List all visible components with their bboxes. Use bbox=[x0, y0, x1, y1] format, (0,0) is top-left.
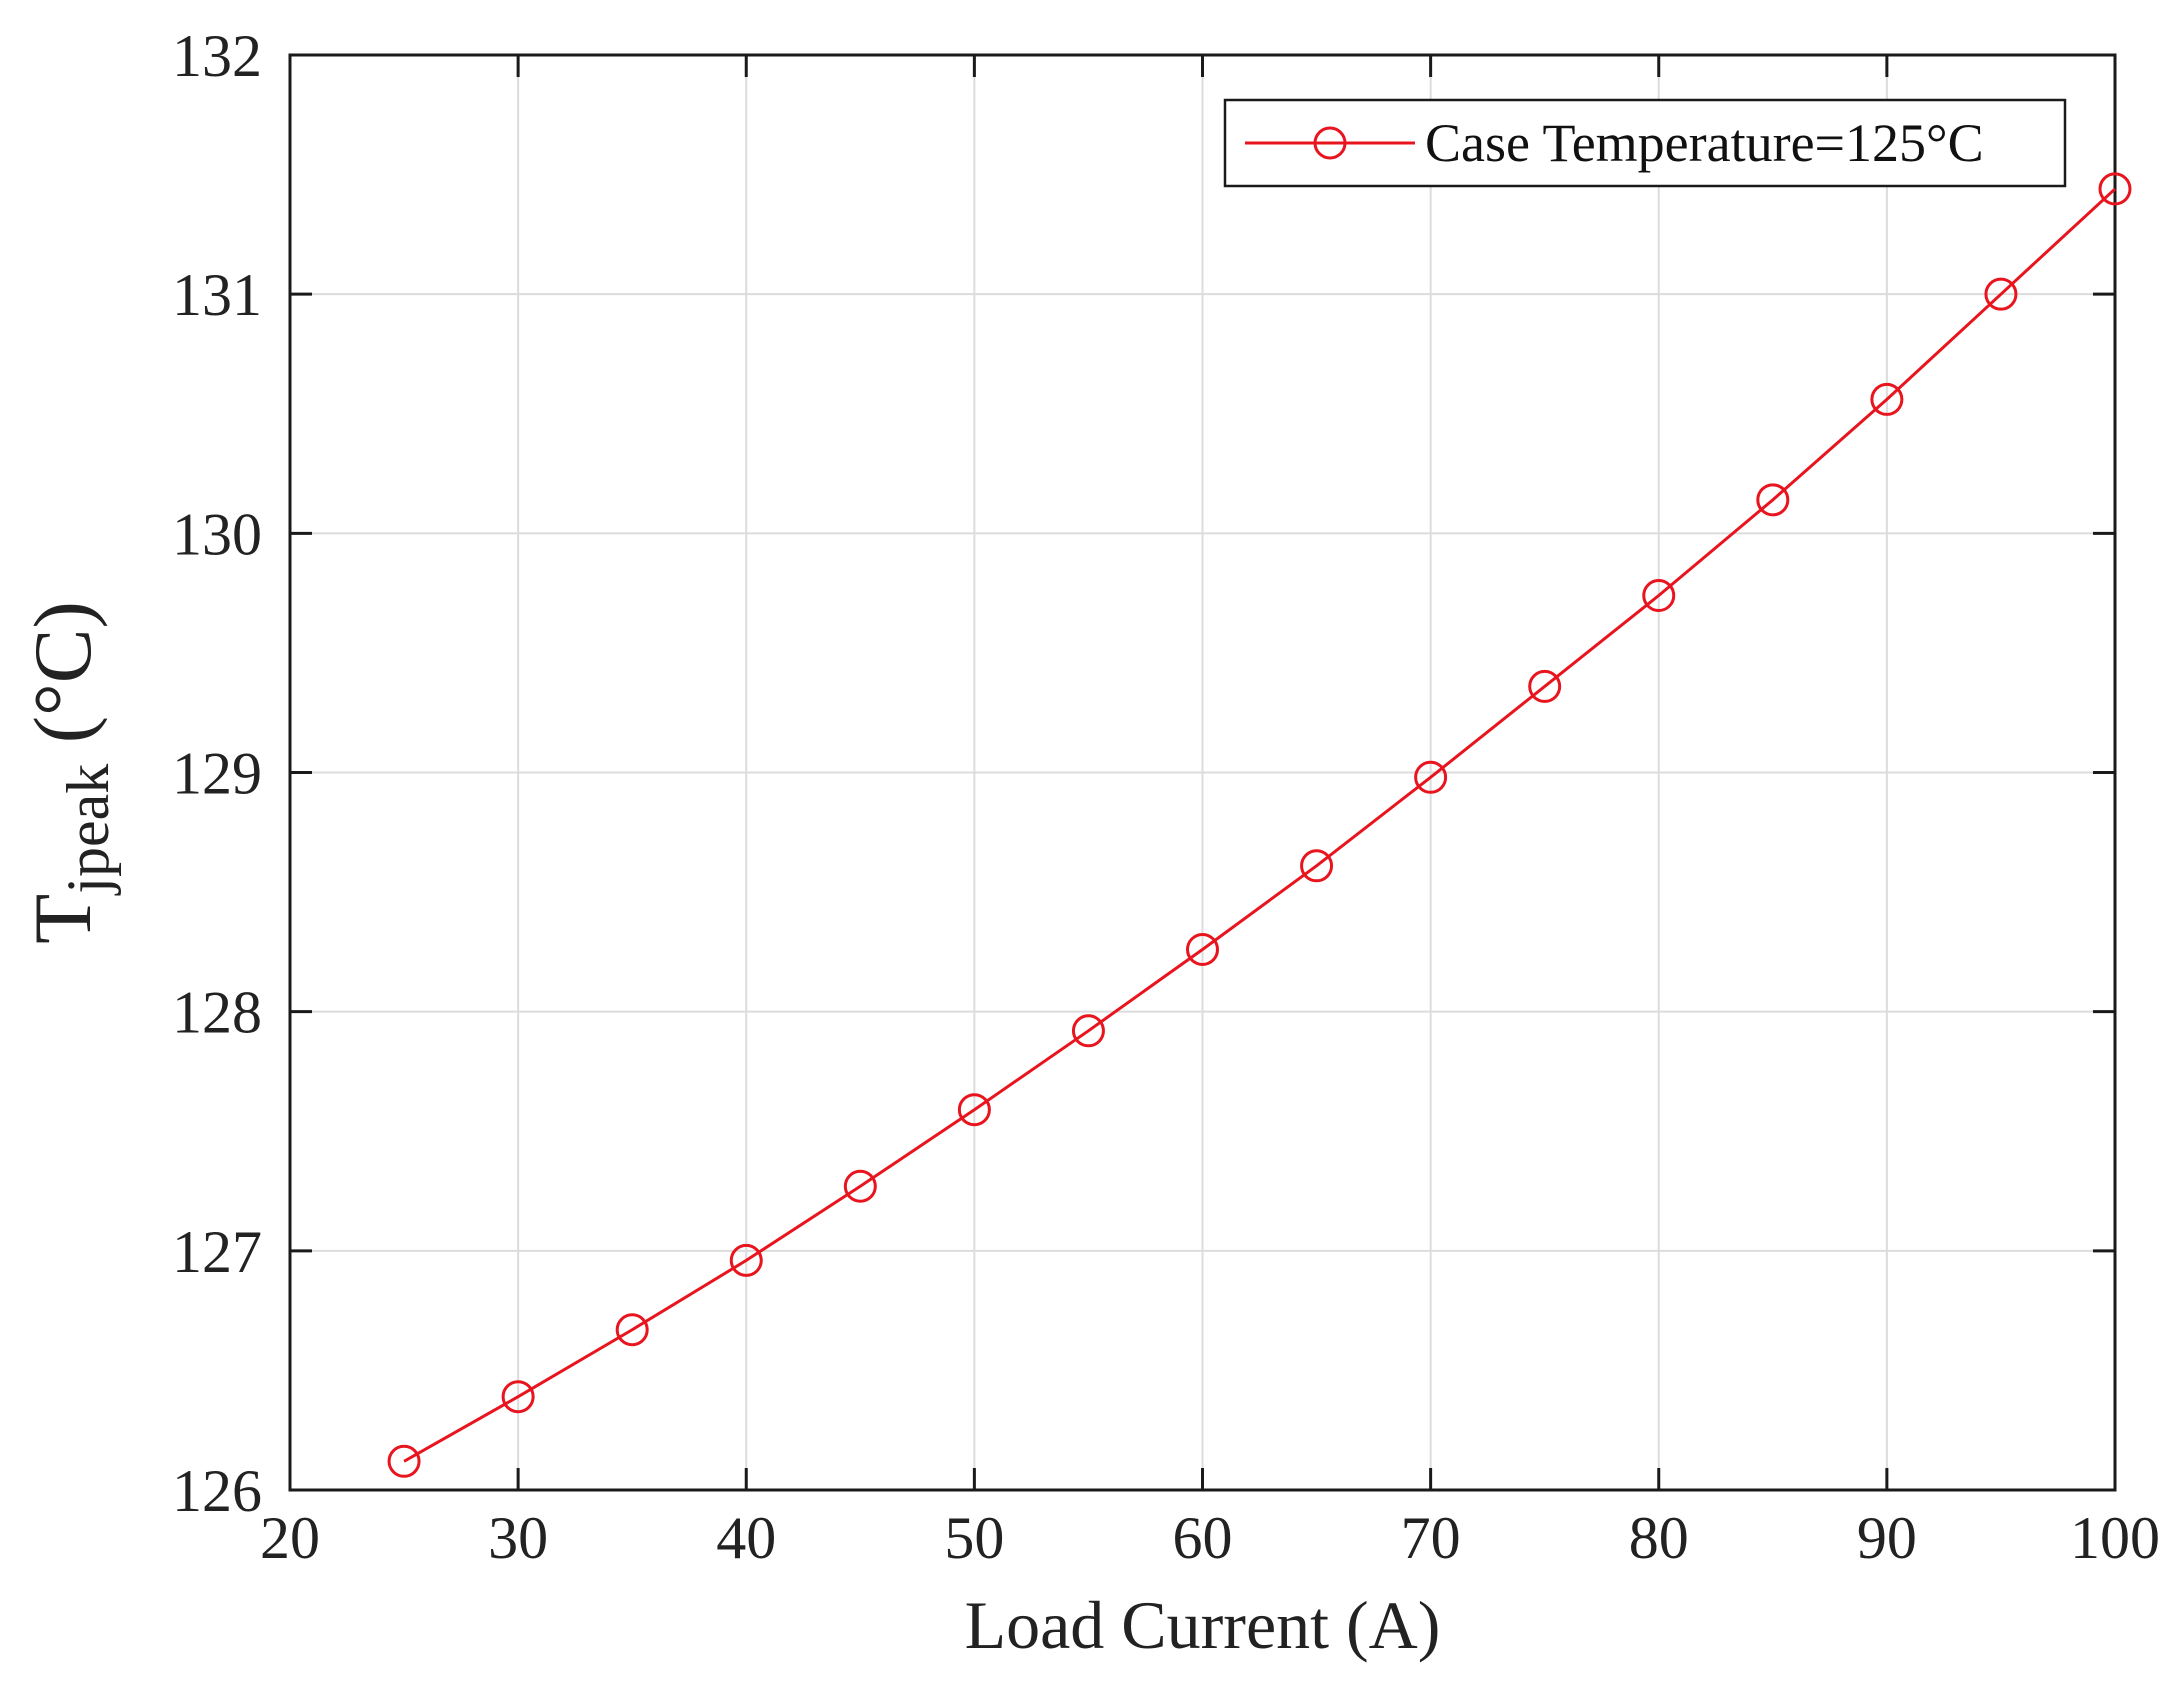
y-axis-title-subscript: jpeak bbox=[55, 764, 121, 896]
data-point bbox=[1300, 849, 1334, 883]
y-tick-label: 129 bbox=[172, 741, 262, 807]
y-axis-title: Tjpeak (°C) bbox=[17, 601, 121, 944]
data-point bbox=[615, 1313, 649, 1347]
y-tick-label: 131 bbox=[172, 262, 262, 328]
y-axis-title-unit: (°C) bbox=[17, 601, 108, 764]
x-tick-label: 50 bbox=[944, 1505, 1004, 1571]
data-point bbox=[1186, 932, 1219, 966]
data-point bbox=[1528, 669, 1562, 703]
y-tick-label: 130 bbox=[172, 501, 262, 567]
x-tick-label: 70 bbox=[1401, 1505, 1461, 1571]
data-point bbox=[1071, 1014, 1105, 1048]
data-point bbox=[957, 1093, 991, 1127]
legend-label: Case Temperature=125°C bbox=[1425, 113, 1984, 173]
data-point bbox=[501, 1380, 535, 1414]
legend-marker-sample bbox=[1313, 126, 1347, 160]
x-tick-label: 90 bbox=[1857, 1505, 1917, 1571]
data-point bbox=[1642, 579, 1676, 613]
y-tick-label: 127 bbox=[172, 1219, 262, 1285]
axis-ticks: 20 30 40 50 60 70 80 90 100 126 127 128 129 130 131 132 bbox=[172, 23, 2160, 1571]
x-tick-label: 30 bbox=[488, 1505, 548, 1571]
x-tick-label: 40 bbox=[716, 1505, 776, 1571]
y-tick-label: 132 bbox=[172, 23, 262, 89]
series-line bbox=[403, 187, 2117, 1463]
x-tick-label: 100 bbox=[2070, 1505, 2160, 1571]
data-point bbox=[729, 1243, 763, 1277]
x-tick-label: 20 bbox=[260, 1505, 320, 1571]
y-axis-title-main: T bbox=[17, 894, 108, 944]
x-tick-label: 60 bbox=[1173, 1505, 1233, 1571]
data-point bbox=[387, 1444, 421, 1478]
series-group bbox=[387, 172, 2132, 1478]
y-tick-label: 128 bbox=[172, 980, 262, 1046]
data-point bbox=[1414, 760, 1448, 794]
x-tick-label: 80 bbox=[1629, 1505, 1689, 1571]
data-point bbox=[1756, 483, 1790, 517]
grid bbox=[289, 54, 2116, 1491]
y-tick-label: 126 bbox=[172, 1458, 262, 1524]
legend: Case Temperature=125°C bbox=[1223, 98, 2067, 188]
data-point bbox=[1870, 382, 1904, 416]
data-point bbox=[2098, 172, 2132, 206]
x-axis-title: Load Current (A) bbox=[965, 1587, 1441, 1663]
data-point bbox=[1984, 277, 2018, 311]
data-point bbox=[843, 1169, 877, 1203]
